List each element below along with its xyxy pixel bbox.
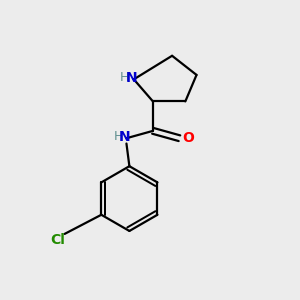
Text: N: N xyxy=(119,130,131,144)
Text: H: H xyxy=(113,130,123,143)
Text: O: O xyxy=(182,131,194,145)
Text: Cl: Cl xyxy=(50,233,65,247)
Text: H: H xyxy=(119,71,129,84)
Text: N: N xyxy=(126,71,138,85)
